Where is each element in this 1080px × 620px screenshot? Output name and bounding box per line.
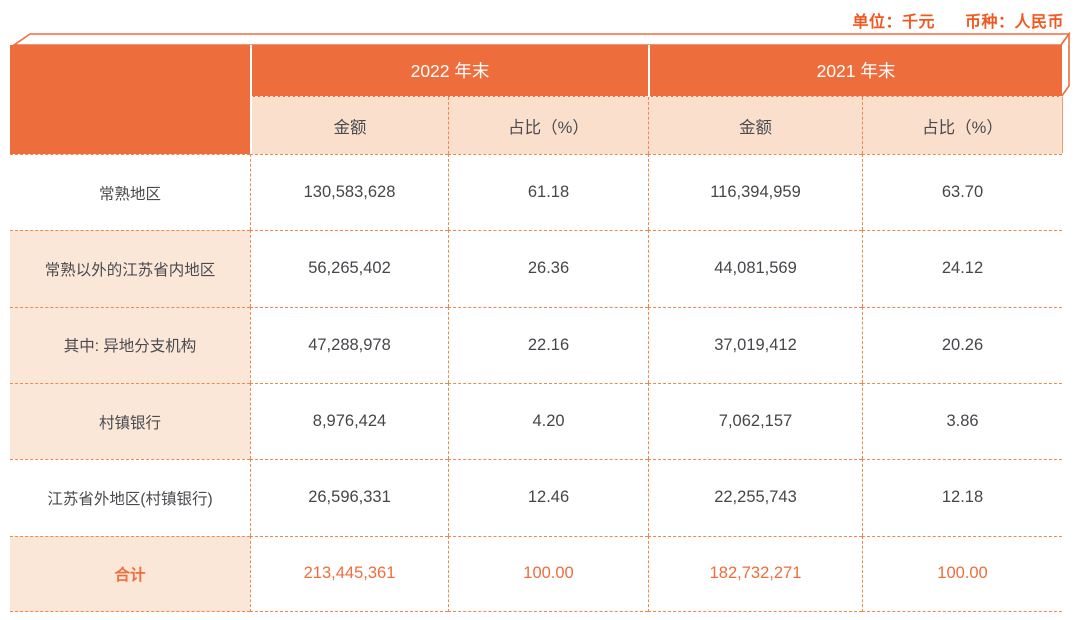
cell-value: 63.70 xyxy=(862,154,1062,231)
cell-value: 12.46 xyxy=(448,459,648,536)
unit-label: 单位：千元 xyxy=(852,14,935,31)
cell-value: 26,596,331 xyxy=(250,459,448,536)
cell-value: 12.18 xyxy=(862,459,1062,536)
total-cell-value: 213,445,361 xyxy=(250,535,448,612)
cell-value: 22.16 xyxy=(448,306,648,383)
total-row-label: 合计 xyxy=(10,535,250,612)
unit-currency-note: 单位：千元 币种：人民币 xyxy=(852,8,1064,32)
subheader-amount-2021: 金额 xyxy=(648,97,862,154)
total-cell-value: 100.00 xyxy=(862,535,1062,612)
cell-value: 26.36 xyxy=(448,230,648,307)
row-label: 常熟以外的江苏省内地区 xyxy=(10,230,250,307)
cell-value: 61.18 xyxy=(448,154,648,231)
row-label: 村镇银行 xyxy=(10,382,250,460)
row-label: 其中: 异地分支机构 xyxy=(10,306,250,383)
cell-value: 56,265,402 xyxy=(250,230,448,307)
cell-value: 22,255,743 xyxy=(648,459,862,536)
regional-deposit-table: 2022 年末 2021 年末 金额 占比（%） 金额 占比（%） 常熟地区 1… xyxy=(10,45,1062,612)
total-cell-value: 100.00 xyxy=(448,535,648,612)
row-label: 江苏省外地区(村镇银行) xyxy=(10,459,250,536)
cell-value: 24.12 xyxy=(862,230,1062,307)
cell-value: 116,394,959 xyxy=(648,154,862,231)
subheader-amount-2022: 金额 xyxy=(250,97,448,154)
currency-label: 币种：人民币 xyxy=(964,14,1064,31)
row-label: 常熟地区 xyxy=(10,154,250,231)
cell-value: 4.20 xyxy=(448,382,648,460)
total-cell-value: 182,732,271 xyxy=(648,535,862,612)
cell-value: 44,081,569 xyxy=(648,230,862,307)
cell-value: 7,062,157 xyxy=(648,382,862,460)
cell-value: 37,019,412 xyxy=(648,306,862,383)
colgroup-2022: 2022 年末 xyxy=(250,45,648,97)
cell-value: 47,288,978 xyxy=(250,306,448,383)
subheader-share-2021: 占比（%） xyxy=(862,97,1062,154)
subheader-share-2022: 占比（%） xyxy=(448,97,648,154)
colgroup-2021: 2021 年末 xyxy=(648,45,1062,97)
corner-cell xyxy=(10,45,250,154)
cell-value: 8,976,424 xyxy=(250,382,448,460)
cell-value: 130,583,628 xyxy=(250,154,448,231)
cell-value: 3.86 xyxy=(862,382,1062,460)
cell-value: 20.26 xyxy=(862,306,1062,383)
